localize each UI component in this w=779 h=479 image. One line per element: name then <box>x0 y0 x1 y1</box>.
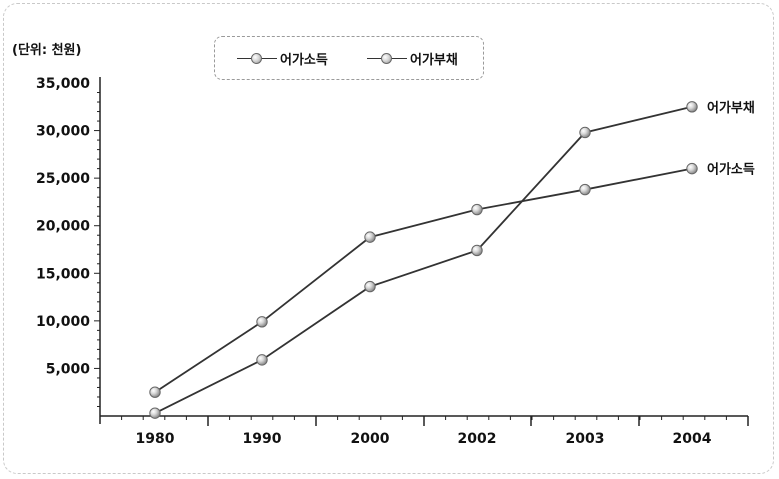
data-point-debt <box>686 101 698 113</box>
x-tick-label: 2002 <box>458 431 497 447</box>
data-point-debt <box>256 354 268 366</box>
y-tick-label: 15,000 <box>36 266 90 282</box>
series-line-income <box>154 167 693 393</box>
data-point-income <box>364 231 376 243</box>
legend-line-income-icon <box>237 51 277 67</box>
chart-frame <box>3 3 774 474</box>
y-tick-label: 20,000 <box>36 219 90 235</box>
x-tick-label: 2000 <box>351 431 390 447</box>
legend-label-income: 어가소득 <box>280 53 328 68</box>
legend: 어가소득 어가부채 <box>214 36 484 80</box>
y-tick-label: 35,000 <box>36 76 90 92</box>
legend-item-debt: 어가부채 <box>367 49 458 68</box>
data-point-income <box>256 316 268 328</box>
data-point-debt <box>364 280 376 293</box>
series-end-label-income: 어가소득 <box>707 162 755 178</box>
x-tick-label: 1990 <box>243 431 282 447</box>
legend-marker-debt-icon <box>381 52 392 64</box>
legend-line-debt-icon <box>367 51 407 67</box>
legend-item-income: 어가소득 <box>237 49 328 68</box>
data-point-income <box>686 162 698 175</box>
data-point-debt <box>471 244 483 257</box>
legend-marker-income-icon <box>251 52 262 64</box>
x-tick-label: 2003 <box>566 431 605 447</box>
data-point-income <box>149 386 161 398</box>
legend-label-debt: 어가부채 <box>410 53 458 68</box>
series-end-label-debt: 어가부채 <box>707 100 755 116</box>
x-tick-label: 2004 <box>673 431 712 447</box>
y-tick-label: 30,000 <box>36 124 90 140</box>
unit-label: (단위: 천원) <box>12 43 82 58</box>
data-point-debt <box>579 126 591 139</box>
data-point-debt <box>149 407 161 419</box>
y-tick-label: 10,000 <box>36 314 90 330</box>
y-tick-label: 5,000 <box>46 361 91 377</box>
x-tick-label: 1980 <box>136 431 175 447</box>
y-tick-label: 25,000 <box>36 171 90 187</box>
data-point-income <box>471 203 483 216</box>
series-line-debt <box>154 105 693 414</box>
data-point-income <box>579 183 591 196</box>
